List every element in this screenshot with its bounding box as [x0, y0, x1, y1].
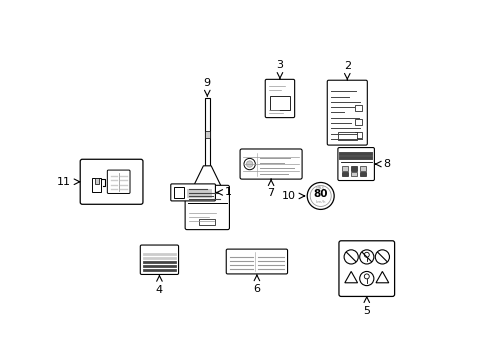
Bar [173, 187, 184, 198]
Bar [355, 132, 361, 138]
Text: 10: 10 [281, 191, 295, 201]
Circle shape [344, 250, 358, 264]
FancyBboxPatch shape [240, 149, 302, 179]
FancyBboxPatch shape [337, 148, 374, 180]
Circle shape [359, 271, 373, 285]
Text: 5: 5 [363, 306, 369, 316]
Bar [92, 177, 101, 192]
Polygon shape [375, 271, 388, 283]
Text: 80: 80 [313, 189, 327, 199]
Bar [204, 131, 209, 138]
Bar [350, 166, 356, 171]
Bar [355, 118, 361, 125]
Bar [359, 166, 365, 171]
Text: km/h: km/h [315, 200, 325, 204]
Text: 1: 1 [224, 188, 231, 197]
Circle shape [364, 274, 368, 279]
Bar [355, 105, 361, 111]
Bar [341, 166, 347, 171]
Circle shape [359, 250, 373, 264]
Text: 11: 11 [57, 177, 71, 187]
Circle shape [309, 185, 330, 206]
Circle shape [306, 183, 333, 210]
Text: 6: 6 [253, 284, 260, 294]
Bar [341, 172, 347, 176]
Circle shape [244, 158, 255, 170]
Bar [186, 189, 211, 193]
FancyBboxPatch shape [326, 80, 366, 145]
Bar [95, 178, 99, 184]
Bar [337, 132, 356, 140]
Text: 4: 4 [156, 285, 163, 295]
Text: 9: 9 [203, 78, 210, 88]
FancyBboxPatch shape [80, 159, 142, 204]
Circle shape [364, 252, 368, 257]
Bar [204, 99, 209, 166]
Circle shape [374, 250, 388, 264]
Text: 3: 3 [276, 60, 283, 70]
Text: MAX: MAX [315, 186, 325, 190]
FancyBboxPatch shape [170, 184, 215, 201]
FancyBboxPatch shape [226, 249, 287, 274]
Polygon shape [193, 166, 221, 187]
Polygon shape [344, 271, 357, 283]
Text: 7: 7 [267, 188, 274, 198]
FancyBboxPatch shape [264, 79, 294, 118]
Circle shape [246, 161, 252, 167]
Bar [350, 172, 356, 176]
Bar [270, 96, 289, 110]
Bar [186, 193, 211, 198]
Bar [359, 172, 365, 176]
FancyBboxPatch shape [338, 241, 394, 296]
FancyBboxPatch shape [140, 245, 178, 274]
FancyBboxPatch shape [185, 185, 229, 230]
FancyBboxPatch shape [107, 170, 130, 193]
Bar [199, 219, 215, 225]
Text: 8: 8 [383, 159, 389, 169]
Text: 2: 2 [343, 61, 350, 71]
